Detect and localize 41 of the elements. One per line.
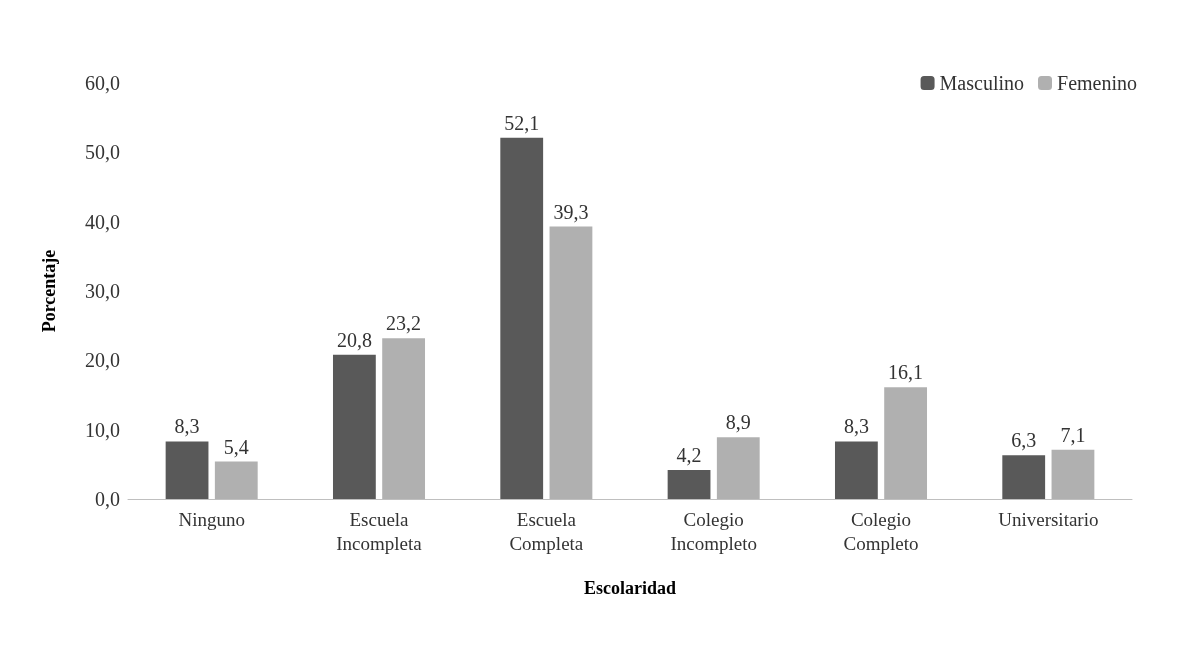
- bar: [165, 441, 209, 499]
- y-tick-label: 0,0: [95, 488, 120, 510]
- data-label: 20,8: [336, 328, 372, 351]
- bar: [834, 441, 878, 499]
- x-tick-label: Escuela Incompleta: [336, 508, 423, 554]
- data-label: 52,1: [504, 111, 540, 134]
- bar: [716, 437, 760, 499]
- x-tick-label: Universitario: [998, 508, 1099, 530]
- bar: [382, 338, 426, 499]
- y-tick-label: 10,0: [85, 418, 120, 441]
- x-tick-label: Colegio Completo: [843, 508, 919, 554]
- bar: [214, 461, 258, 499]
- y-tick-label: 50,0: [85, 141, 120, 164]
- legend-label: Femenino: [1057, 72, 1138, 94]
- y-tick-label: 40,0: [85, 210, 120, 233]
- bar: [1051, 449, 1095, 499]
- bar: [332, 354, 376, 499]
- x-tick-label: Ninguno: [178, 508, 245, 530]
- data-label: 8,9: [725, 411, 751, 434]
- data-label: 16,1: [888, 361, 924, 384]
- data-label: 39,3: [553, 200, 589, 223]
- data-label: 6,3: [1011, 429, 1037, 452]
- data-label: 23,2: [386, 312, 422, 335]
- y-tick-label: 60,0: [85, 72, 120, 94]
- x-tick-label: Colegio Incompleto: [670, 508, 757, 554]
- legend-label: Masculino: [939, 72, 1025, 94]
- bar: [884, 387, 928, 499]
- y-tick-label: 20,0: [85, 349, 120, 372]
- x-axis-title: Escolaridad: [583, 578, 677, 598]
- bar: [667, 469, 711, 499]
- data-label: 8,3: [843, 415, 869, 438]
- data-label: 7,1: [1060, 423, 1086, 446]
- data-label: 4,2: [676, 443, 702, 466]
- data-label: 8,3: [174, 415, 200, 438]
- bar: [500, 137, 544, 499]
- data-label: 5,4: [223, 435, 249, 458]
- x-tick-label: Escuela Completa: [509, 508, 584, 554]
- y-axis-title: Porcentaje: [39, 249, 59, 333]
- bar: [549, 226, 593, 499]
- bar: [1002, 455, 1046, 499]
- y-tick-label: 30,0: [85, 280, 120, 302]
